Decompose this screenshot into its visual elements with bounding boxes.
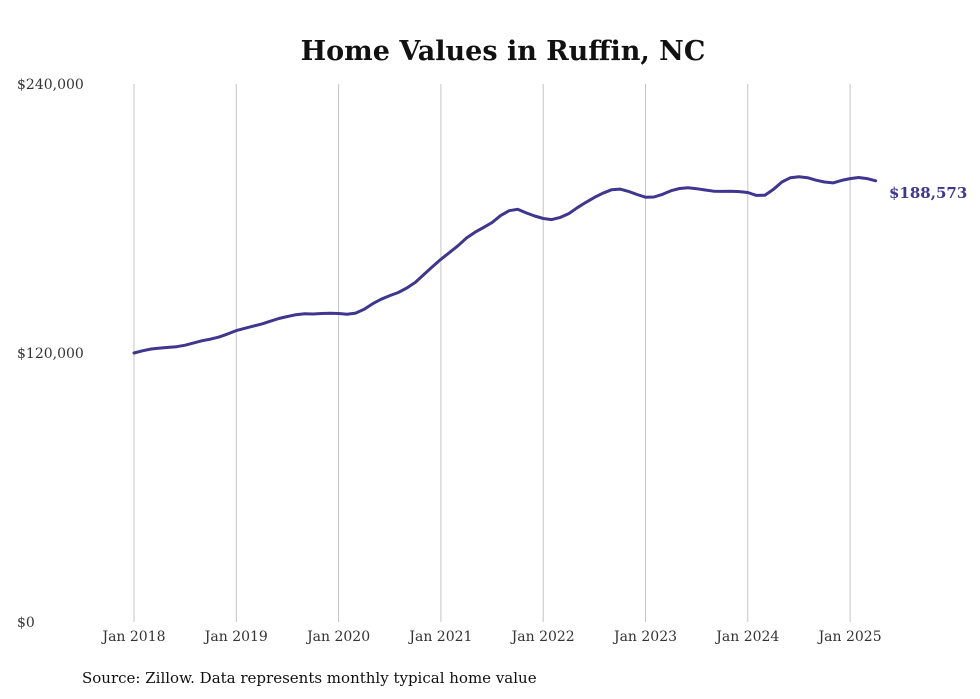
x-tick-label-2025: Jan 2025: [817, 629, 882, 645]
x-tick-label-2023: Jan 2023: [612, 629, 677, 645]
home-value-line: [132, 175, 878, 355]
x-tick-label-2021: Jan 2021: [407, 629, 472, 645]
x-tick-label-2018: Jan 2018: [100, 629, 165, 645]
x-tick-label-2022: Jan 2022: [510, 629, 575, 645]
y-axis-ticks: $0 $120,000 $240,000: [17, 77, 84, 631]
chart-title: Home Values in Ruffin, NC: [301, 36, 706, 67]
y-tick-label-240000: $240,000: [17, 77, 84, 93]
x-tick-label-2024: Jan 2024: [714, 629, 779, 645]
vertical-gridlines: [133, 84, 851, 622]
x-tick-label-2020: Jan 2020: [305, 629, 370, 645]
x-axis-ticks: Jan 2018 Jan 2019 Jan 2020 Jan 2021 Jan 2022…: [100, 629, 881, 645]
y-tick-label-0: $0: [17, 615, 35, 631]
source-note: Source: Zillow. Data represents monthly …: [82, 669, 537, 687]
series-line-layer: [132, 175, 878, 355]
y-tick-label-120000: $120,000: [17, 346, 84, 362]
x-tick-label-2019: Jan 2019: [203, 629, 268, 645]
end-value-label: $188,573: [889, 184, 967, 202]
